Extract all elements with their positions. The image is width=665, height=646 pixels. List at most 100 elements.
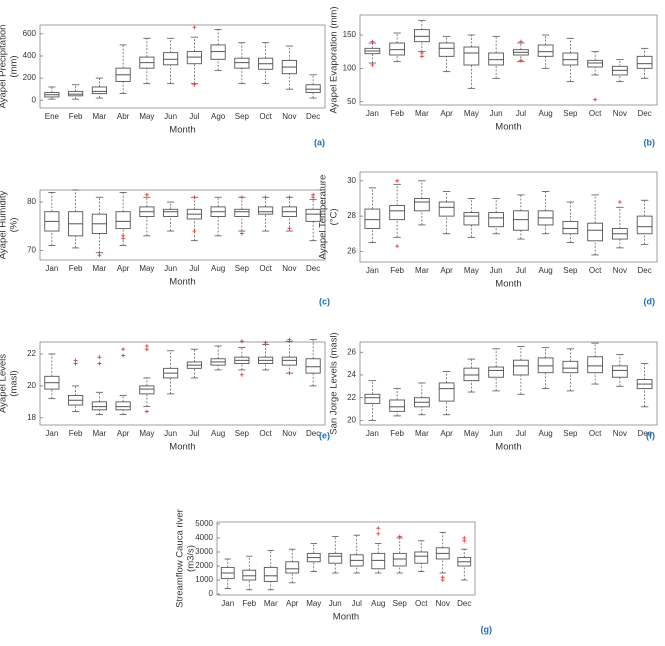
box	[389, 399, 406, 412]
outlier	[239, 231, 244, 236]
outlier	[370, 63, 375, 67]
x-tick-label: Feb	[69, 429, 83, 438]
outlier	[121, 236, 126, 241]
y-tick-label: 0	[32, 95, 37, 104]
y-tick-label: 600	[23, 29, 37, 38]
x-tick-label: Feb	[390, 429, 404, 438]
panel-label: (a)	[314, 137, 325, 147]
outlier	[192, 25, 197, 30]
x-tick-label: Sep	[235, 264, 250, 273]
x-tick-label: Oct	[589, 266, 602, 275]
outlier	[617, 200, 622, 204]
outlier	[192, 195, 197, 200]
box	[463, 46, 480, 66]
y-tick-label: 70	[27, 245, 36, 254]
panel-label: (g)	[481, 624, 493, 634]
y-tick-label: 150	[343, 30, 357, 39]
y-tick-label: 200	[23, 73, 37, 82]
box	[364, 208, 381, 229]
plot-frame	[216, 521, 476, 596]
outlier	[239, 195, 244, 200]
x-axis-title: Month	[169, 277, 195, 288]
y-tick-label: 400	[23, 51, 37, 60]
box	[139, 385, 155, 395]
box	[414, 198, 430, 212]
box	[186, 51, 202, 65]
x-tick-label: Jan	[45, 264, 58, 273]
x-tick-label: Jul	[516, 266, 526, 275]
box	[242, 569, 257, 581]
box	[163, 208, 179, 218]
x-tick-label: Oct	[259, 429, 272, 438]
x-axis-title: Month	[169, 442, 195, 453]
y-tick-label: 24	[347, 370, 356, 379]
y-axis-title: (masl)	[9, 370, 20, 396]
x-tick-label: May	[306, 599, 321, 608]
x-tick-label: Aug	[539, 429, 553, 438]
x-tick-label: Ago	[211, 112, 226, 121]
box	[305, 358, 321, 374]
x-tick-label: Dec	[306, 429, 320, 438]
x-tick-label: Oct	[415, 599, 428, 608]
y-tick-label: 28	[347, 211, 356, 220]
x-tick-label: Nov	[613, 429, 627, 438]
x-tick-label: Mar	[264, 599, 278, 608]
x-tick-label: Apr	[440, 266, 453, 275]
x-tick-label: Jul	[352, 599, 362, 608]
x-tick-label: Dec	[306, 112, 320, 121]
plot-frame	[359, 341, 658, 426]
outlier	[462, 535, 467, 540]
box	[513, 210, 529, 231]
box	[115, 211, 131, 230]
outlier	[593, 97, 598, 102]
box	[263, 566, 278, 582]
box	[587, 356, 604, 374]
y-tick-label: 3000	[195, 547, 213, 556]
outlier	[192, 82, 197, 87]
y-axis-title: Ayapel Humidity	[0, 191, 9, 260]
box	[612, 365, 628, 378]
y-tick-label: 0	[209, 589, 214, 598]
box	[392, 552, 407, 567]
y-axis-title: Streamflow Cauca river	[175, 509, 186, 608]
x-tick-label: Feb	[390, 109, 404, 118]
outlier	[97, 355, 102, 360]
panel-label: (f)	[646, 430, 655, 440]
box	[414, 551, 429, 564]
x-tick-label: Nov	[436, 599, 450, 608]
x-tick-label: Oct	[259, 112, 272, 121]
box	[438, 382, 455, 402]
outlier	[144, 347, 149, 352]
plot-frame	[39, 341, 326, 426]
box	[210, 44, 226, 60]
outlier	[121, 353, 126, 358]
x-tick-label: Jan	[221, 599, 234, 608]
outlier	[440, 578, 445, 583]
box	[562, 220, 579, 235]
box	[281, 356, 297, 366]
box	[68, 90, 84, 97]
y-axis-title: San Jorge Levels (masl)	[329, 332, 340, 434]
box	[463, 367, 480, 382]
box	[463, 212, 480, 226]
x-axis-title: Month	[495, 122, 521, 133]
y-axis-title: (mm)	[9, 55, 20, 77]
y-axis-title: (°C)	[329, 209, 340, 226]
x-tick-label: Nov	[613, 266, 627, 275]
box	[305, 208, 321, 222]
y-tick-label: 18	[27, 413, 36, 422]
x-axis-title: Month	[333, 612, 359, 623]
x-tick-label: Dec	[306, 264, 320, 273]
x-tick-label: Jan	[366, 266, 379, 275]
x-tick-label: Mar	[415, 429, 429, 438]
y-tick-label: 2000	[195, 561, 213, 570]
box	[587, 59, 604, 68]
x-tick-label: Apr	[440, 109, 453, 118]
x-axis-title: Month	[169, 125, 195, 136]
x-tick-label: Aug	[371, 599, 385, 608]
x-tick-label: Sep	[235, 112, 250, 121]
y-tick-label: 5000	[195, 519, 213, 528]
y-axis-title: (m3/s)	[186, 545, 197, 572]
outlier	[97, 253, 102, 258]
